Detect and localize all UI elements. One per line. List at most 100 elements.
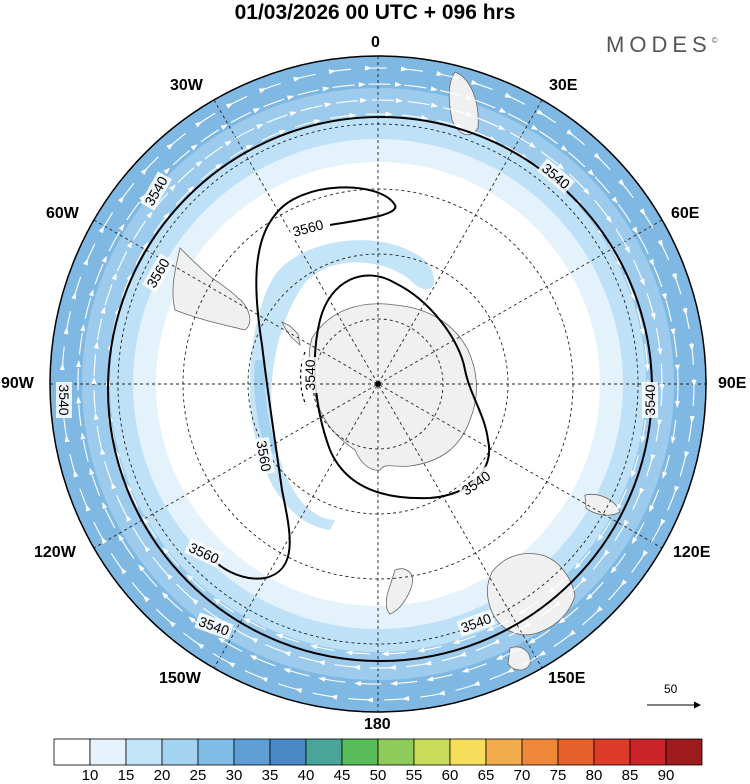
lon-label-left: 90W [1,375,34,392]
africa-tip [448,71,479,136]
wind-vector-arrowhead [528,638,536,644]
wind-vector-arrowhead [639,328,645,336]
wind-vector-arrowhead [143,595,150,603]
wind-vector-arrowhead [648,258,654,267]
wind-vector-arrowhead [294,688,303,694]
colorbar-tick-label: 45 [333,767,351,784]
wind-vector-arrowhead [583,187,590,195]
wind-vector-arrowhead [650,454,656,462]
wind-vector-arrowhead [568,629,576,637]
contour-label-3560: 3560 [291,216,325,240]
wind-vector-arrowhead [631,470,636,478]
wind-vector-arrowhead [574,562,582,570]
lon-label-bottom: 180 [364,716,391,733]
wind-vector-arrowhead [163,212,170,220]
wind-vector-arrowhead [140,168,148,175]
wind-vector-arrowhead [528,142,537,149]
wind-vector-arrowhead [682,307,688,316]
wind-vector-arrowhead [557,163,565,170]
brand-mark: © [711,36,718,45]
wind-vector-arrowhead [536,109,544,115]
wind-vector-arrowhead [190,144,198,151]
wind-vector-arrowhead [166,143,174,150]
wind-vector-arrowhead [662,471,668,479]
wind-vector-arrowhead [358,82,366,88]
wind-vector-arrowhead [436,71,444,76]
colorbar-tick-label: 10 [81,767,99,784]
wind-vector-arrowhead [224,140,232,147]
wind-vector-arrowhead [381,651,389,657]
wind-vector-arrowhead [111,272,117,281]
wind-vector-arrowhead [260,677,269,683]
wind-vector-arrowhead [146,211,153,219]
wind-vector-arrowhead [597,534,604,542]
brand-text: MODES [606,32,712,57]
wind-vector-arrowhead [71,292,77,300]
wind-vector-arrowhead [499,107,507,113]
colorbar-tick-label: 80 [585,767,603,784]
wind-vector-arrowhead [258,88,267,94]
wind-vector-arrowhead [283,651,291,657]
wind-vector-arrowhead [163,167,171,175]
south-pole-marker [375,381,381,387]
australia-south [487,553,576,636]
wind-vector-arrowhead [366,697,374,703]
wind-vector-arrowhead [80,432,86,440]
contour-peninsula-trace [300,351,307,406]
wind-vector-arrowhead [118,223,125,232]
wind-vector-arrowhead [524,621,532,628]
wind-vector-arrowhead [161,591,169,599]
colorbar-swatch [53,738,91,766]
graticule [50,56,706,712]
wind-vector-arrowhead [353,665,361,670]
wind-vector-arrowhead [548,587,556,594]
colorbar-tick-label: 20 [153,767,171,784]
colorbar-tick-label: 15 [117,767,135,784]
wind-vector-arrowhead [465,111,473,117]
wind-vector-arrowhead [585,593,593,601]
lon-label-lower-right: 120E [673,544,711,561]
wind-vector-arrowhead [360,97,368,103]
wind-vector-arrowhead [558,617,566,624]
wind-vector-arrowhead [657,419,663,427]
colorbar-swatch [629,738,667,766]
wind-vector-arrowhead [313,119,321,125]
wind-vector-arrowhead [322,86,330,92]
wind-vector-arrowhead [245,144,254,151]
new-zealand [385,568,413,615]
wind-vector-arrowhead [459,651,467,657]
wind-vector-arrowhead [118,195,125,204]
wind-vector-arrowhead [220,124,228,130]
wind-vector-arrowhead [80,324,86,332]
wind-vector-arrowhead [317,660,326,666]
wind-vector-arrowhead [640,435,646,444]
map-title: 01/03/2026 00 UTC + 096 hrs [234,1,516,24]
wind-vector-arrowhead [684,451,690,459]
colorbar-tick-label: 30 [225,767,243,784]
wind-vector-arrowhead [225,103,234,109]
wind-vector-arrowhead [91,376,97,384]
wind-vector-arrowhead [98,225,105,234]
wind-vector-arrowhead [286,95,295,101]
wind-vector-arrowhead [659,384,665,392]
colorbar-swatch [125,738,163,766]
contour-inner-3540 [313,274,491,500]
colorbar-swatch [269,738,307,766]
wind-vector-arrowhead [252,108,261,114]
wind-vector-arrowhead [275,633,284,639]
wind-vector-arrowhead [566,129,574,136]
wind-vector-arrowhead [424,660,432,666]
wind-vector-arrowhead [560,145,568,152]
colorbar-swatch [593,738,631,766]
wind-vector-arrowhead [644,364,650,372]
wind-vector-arrowhead [127,484,133,492]
wind-vector-arrowhead [250,637,259,644]
wind-vector-arrowhead [385,111,393,117]
wind-vector-arrowhead [504,92,513,98]
wind-vector-arrowhead [691,380,697,387]
wind-vector-arrowhead [497,124,506,131]
wind-vector-arrowhead [191,598,199,605]
wind-vector-arrowhead [639,487,645,496]
wind-vector-arrowhead [587,169,595,177]
wind-vector-arrowhead [138,564,145,572]
